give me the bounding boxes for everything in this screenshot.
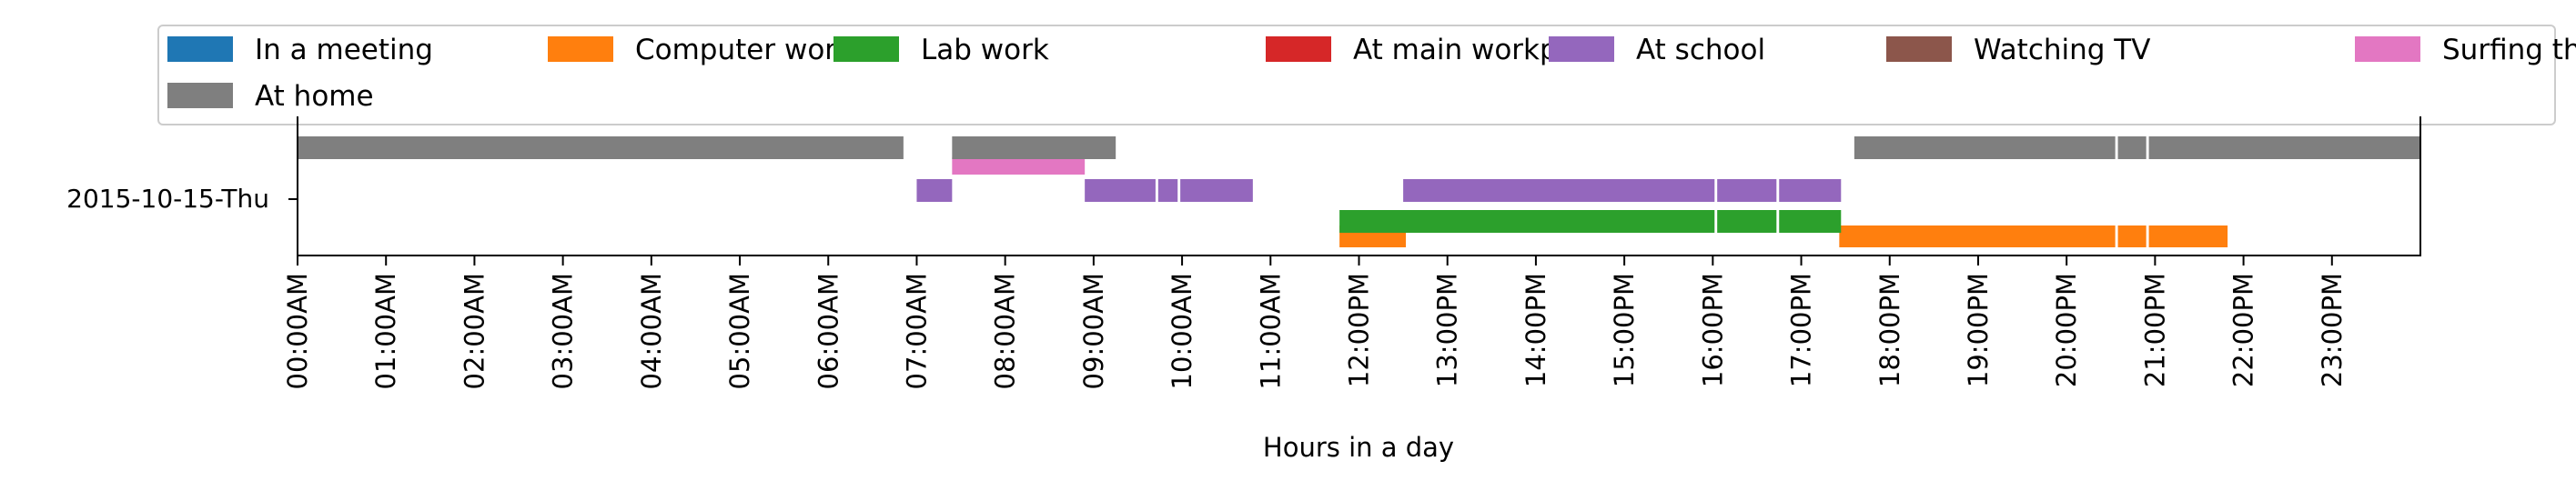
bar-computer-work [1839,225,2116,247]
x-tick-label: 06:00AM [813,273,844,389]
legend-swatch-lab-work [833,36,899,62]
legend-swatch-in-a-meeting [167,36,233,62]
bar-at-school [1717,179,1777,202]
bar-computer-work [2148,225,2228,247]
x-tick-label: 08:00AM [990,273,1021,389]
x-ticks: 00:00AM 01:00AM 02:00AM 03:00AM 04:00AM 05:00… [282,256,2348,389]
x-tick-label: 20:00PM [2051,273,2082,387]
bar-at-home [2117,136,2147,159]
x-tick-label: 12:00PM [1344,273,1375,387]
x-tick-label: 04:00AM [636,273,667,389]
bar-lab-work [1717,210,1777,233]
x-tick-label: 17:00PM [1786,273,1817,387]
bar-at-home [952,136,1116,159]
x-tick-label: 00:00AM [282,273,313,389]
bar-lab-work [1339,210,1715,233]
bar-at-home [1854,136,2116,159]
legend-label-at-school: At school [1636,34,1765,66]
legend-label-at-home: At home [255,80,374,113]
x-tick-label: 14:00PM [1520,273,1551,387]
x-tick-label: 16:00PM [1697,273,1728,387]
legend-swatch-at-home [167,83,233,108]
bars [298,136,2420,247]
x-tick-label: 23:00PM [2317,273,2348,387]
bar-at-school [1085,179,1156,202]
x-axis-label: Hours in a day [1263,432,1454,463]
x-tick-label: 11:00AM [1255,273,1286,389]
legend-frame [157,25,2556,125]
bar-at-school [1157,179,1178,202]
legend-swatch-computer-work [548,36,613,62]
x-tick-label: 15:00PM [1609,273,1640,387]
legend-label-computer-work: Computer work [635,34,853,66]
legend-swatch-at-school [1549,36,1614,62]
bar-at-school [1403,179,1715,202]
x-tick-label: 22:00PM [2228,273,2259,387]
bar-at-school [916,179,953,202]
legend: In a meeting Computer work Lab work At main… [157,25,2576,125]
x-tick-label: 07:00AM [901,273,932,389]
x-tick-label: 13:00PM [1432,273,1463,387]
legend-label-lab-work: Lab work [921,34,1049,66]
x-tick-label: 03:00AM [548,273,579,389]
legend-label-surfing-the-internet: Surfing the internet [2442,34,2576,66]
x-tick-label: 21:00PM [2139,273,2170,387]
legend-swatch-surfing-the-internet [2355,36,2420,62]
x-tick-label: 09:00AM [1078,273,1109,389]
x-tick-label: 19:00PM [1963,273,1994,387]
bar-lab-work [1779,210,1842,233]
legend-swatch-at-main-workplace [1266,36,1331,62]
bar-at-home [298,136,904,159]
legend-swatch-watching-tv [1886,36,1952,62]
bar-at-school [1779,179,1842,202]
x-tick-label: 18:00PM [1874,273,1905,387]
bar-at-home [2148,136,2420,159]
bar-surfing-the-internet [952,157,1086,175]
legend-label-watching-tv: Watching TV [1974,34,2150,66]
x-tick-label: 10:00AM [1167,273,1197,389]
legend-label-in-a-meeting: In a meeting [255,34,433,66]
bar-computer-work [2117,225,2147,247]
x-tick-label: 01:00AM [370,273,401,389]
y-tick-label: 2015-10-15-Thu [66,184,269,214]
x-tick-label: 05:00AM [724,273,755,389]
bar-at-school [1180,179,1253,202]
x-tick-label: 02:00AM [459,273,490,389]
